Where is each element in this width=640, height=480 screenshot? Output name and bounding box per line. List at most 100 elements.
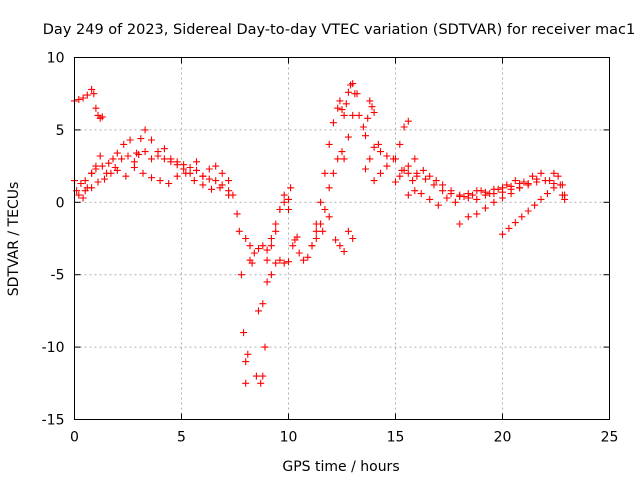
data-point [524, 207, 532, 215]
data-point [267, 242, 275, 250]
data-point [533, 175, 541, 183]
data-point [511, 177, 519, 185]
y-axis-label: SDTVAR / TECUs [6, 182, 22, 297]
data-points [71, 80, 569, 387]
data-point [518, 213, 526, 221]
data-point [199, 172, 207, 180]
data-point [267, 271, 275, 279]
data-point [349, 80, 357, 88]
data-point [246, 242, 254, 250]
data-point [411, 187, 419, 195]
data-point [141, 126, 149, 134]
data-point [370, 143, 378, 151]
x-tick-label: 5 [177, 430, 186, 446]
data-point [344, 88, 352, 96]
data-point [370, 177, 378, 185]
data-point [413, 172, 421, 180]
x-axis-label: GPS time / hours [282, 459, 399, 475]
data-point [92, 104, 100, 112]
data-point [208, 185, 215, 193]
data-point [280, 191, 288, 199]
data-point [550, 169, 558, 177]
data-point [173, 161, 181, 169]
data-point [263, 278, 271, 286]
data-point [404, 191, 412, 199]
data-point [81, 187, 89, 195]
data-point [240, 329, 248, 337]
data-point [293, 233, 301, 241]
data-point [276, 256, 284, 264]
data-point [321, 169, 329, 177]
data-point [193, 166, 200, 174]
data-point [392, 178, 399, 186]
data-point [319, 227, 327, 235]
data-point [383, 162, 391, 170]
data-point [137, 135, 145, 143]
data-point [554, 172, 562, 180]
data-point [267, 235, 275, 242]
data-point [156, 177, 164, 185]
data-point [88, 169, 96, 177]
plot-frame [74, 57, 610, 420]
data-point [362, 132, 369, 140]
data-point [154, 152, 162, 160]
data-point [113, 149, 121, 157]
data-point [248, 259, 256, 267]
data-point [255, 307, 262, 315]
data-point [537, 169, 545, 177]
data-point [392, 155, 399, 163]
data-point [332, 236, 340, 244]
data-point [94, 178, 102, 186]
data-point [92, 165, 100, 173]
data-point [120, 140, 128, 148]
data-point [426, 195, 434, 203]
data-point [481, 204, 489, 212]
data-point [75, 96, 83, 103]
data-point [342, 100, 350, 108]
data-point [167, 158, 175, 166]
data-point [285, 258, 292, 266]
data-point [543, 190, 551, 198]
data-point [370, 109, 378, 116]
data-point [456, 220, 464, 228]
data-point [225, 177, 233, 185]
data-point [88, 85, 96, 93]
data-point [469, 191, 476, 199]
data-point [411, 155, 419, 163]
data-point [312, 227, 320, 235]
data-point [561, 191, 569, 199]
data-point [308, 242, 316, 250]
data-point [190, 177, 198, 185]
data-point [312, 235, 320, 242]
data-point [400, 123, 408, 131]
data-point [490, 190, 498, 198]
data-point [113, 166, 121, 174]
data-point [325, 213, 333, 221]
data-point [250, 249, 258, 257]
data-point [280, 259, 288, 267]
data-point [541, 177, 549, 185]
data-point [364, 114, 372, 122]
data-point [494, 185, 502, 193]
data-point [464, 194, 472, 202]
data-point [182, 169, 190, 177]
data-point [353, 90, 361, 98]
y-tick-label: 0 [56, 195, 65, 211]
data-point [400, 166, 408, 174]
data-point [263, 256, 271, 264]
data-point [558, 181, 566, 189]
data-point [272, 227, 280, 235]
data-point [377, 148, 384, 156]
data-point [473, 195, 481, 203]
data-point [237, 271, 245, 279]
x-tick-label: 10 [280, 430, 298, 446]
data-point [259, 242, 267, 250]
data-point [122, 172, 130, 180]
data-point [180, 165, 188, 173]
data-point [148, 136, 155, 144]
data-point [362, 165, 369, 173]
y-tick-label: 5 [56, 123, 65, 139]
data-point [242, 235, 250, 242]
data-point [257, 379, 265, 387]
